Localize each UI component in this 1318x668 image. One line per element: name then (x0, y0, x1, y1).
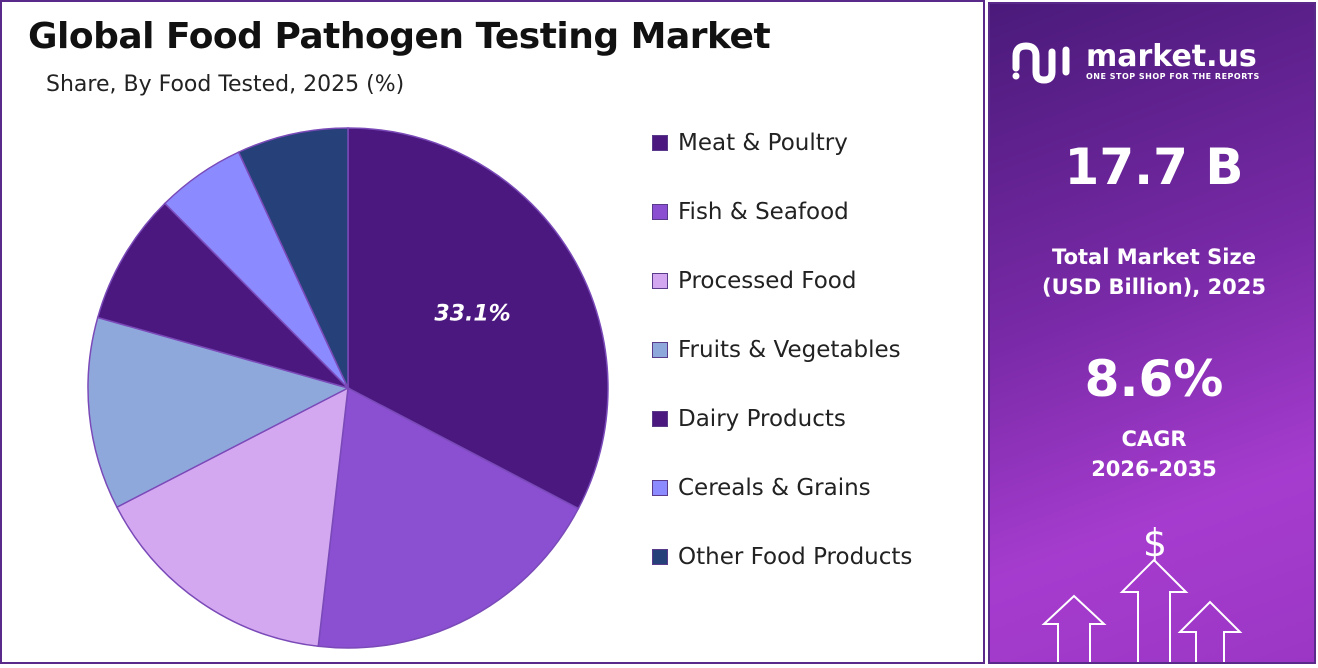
legend-item: Dairy Products (652, 406, 846, 432)
brand-name: market.us (1086, 38, 1257, 74)
cagr-label-line1: CAGR (1121, 427, 1187, 451)
pie-chart: 33.1% (87, 127, 609, 649)
legend-swatch (652, 135, 668, 151)
market-us-logo-icon (1012, 42, 1070, 84)
pie-slice-fruits-vegetables (87, 316, 351, 509)
market-size-stat: 17.7 B (990, 138, 1314, 196)
legend-item: Other Food Products (652, 544, 912, 570)
legend-item: Processed Food (652, 268, 856, 294)
cagr-stat: 8.6% (990, 350, 1314, 408)
growth-arrows-icon: $ (1041, 521, 1243, 662)
market-size-label-line2: (USD Billion), 2025 (1041, 275, 1267, 299)
market-size-label: Total Market Size (USD Billion), 2025 (990, 242, 1314, 302)
cagr-label-line2: 2026-2035 (1091, 457, 1217, 481)
market-size-label-line1: Total Market Size (1052, 245, 1256, 269)
legend-label: Cereals & Grains (678, 475, 871, 501)
chart-panel: Global Food Pathogen Testing Market Shar… (0, 0, 985, 664)
legend-label: Dairy Products (678, 406, 846, 432)
legend-item: Cereals & Grains (652, 475, 871, 501)
pie-slice-fish-seafood (317, 386, 580, 649)
legend-item: Meat & Poultry (652, 130, 848, 156)
pie-slice-processed-food (115, 386, 349, 648)
cagr-label: CAGR 2026-2035 (990, 424, 1314, 484)
legend-swatch (652, 549, 668, 565)
legend-item: Fish & Seafood (652, 199, 849, 225)
legend-swatch (652, 273, 668, 289)
pie-slice-dairy-products (96, 202, 351, 390)
legend-label: Processed Food (678, 268, 857, 294)
chart-subtitle: Share, By Food Tested, 2025 (%) (46, 72, 405, 97)
legend-swatch (652, 204, 668, 220)
legend-label: Meat & Poultry (678, 130, 848, 156)
legend-swatch (652, 342, 668, 358)
legend-swatch (652, 411, 668, 427)
pie-slice-other-food-products (237, 127, 349, 389)
pie-slice-meat-poultry (347, 127, 609, 510)
cagr-value: 8.6% (1084, 350, 1224, 408)
market-size-value: 17.7 B (1064, 138, 1244, 196)
summary-panel: market.us ONE STOP SHOP FOR THE REPORTS … (988, 2, 1316, 664)
legend-item: Fruits & Vegetables (652, 337, 901, 363)
data-label: 33.1% (434, 302, 510, 327)
chart-title: Global Food Pathogen Testing Market (28, 16, 771, 57)
brand-tagline: ONE STOP SHOP FOR THE REPORTS (1086, 71, 1260, 81)
brand-logo: market.us ONE STOP SHOP FOR THE REPORTS (1012, 38, 1260, 84)
legend-label: Fruits & Vegetables (678, 337, 901, 363)
legend-label: Fish & Seafood (678, 199, 849, 225)
legend-swatch (652, 480, 668, 496)
legend-label: Other Food Products (678, 544, 913, 570)
dollar-icon: $ (1143, 521, 1167, 565)
